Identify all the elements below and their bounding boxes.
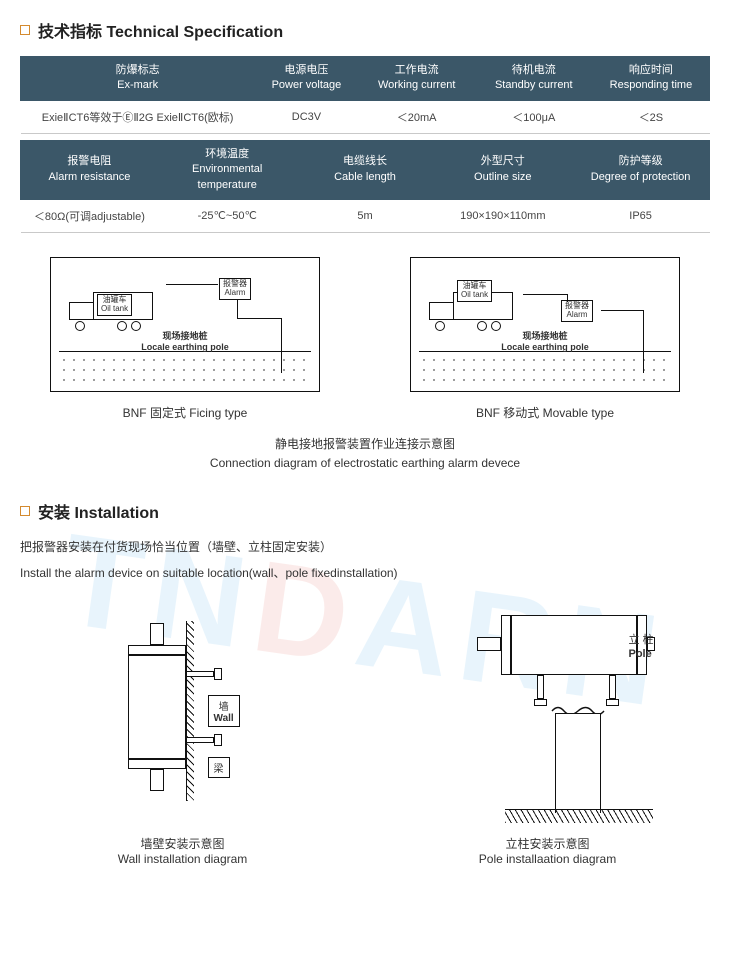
- t1h1cn: 电源电压: [284, 64, 328, 76]
- diagram-movable-type: 油罐车Oil tank 报警器Alarm 现场接地桩Locale earthin: [410, 257, 680, 421]
- wall-install-diagram: 墙 Wall 梁 墙壁安装示意图 Wall installation diagr…: [53, 603, 313, 866]
- t1c1: DC3V: [255, 100, 358, 133]
- t1h3cn: 待机电流: [512, 64, 556, 76]
- table-row: ExieⅡCT6等效于ⒺⅡ2G ExieⅡCT6(欧标) DC3V ＜20mA …: [21, 100, 710, 133]
- earthing-pole-label: 现场接地桩Locale earthing pole: [501, 329, 589, 352]
- t2c0: ＜80Ω(可调adjustable): [21, 199, 159, 232]
- t1h4en: Responding time: [610, 79, 693, 91]
- device-cap-icon: [128, 759, 186, 769]
- t2h0cn: 报警电阻: [67, 155, 111, 167]
- install-text-cn: 把报警器安装在付货现场恰当位置（墙壁、立柱固定安装）: [20, 537, 710, 559]
- device-nozzle-icon: [150, 623, 164, 645]
- pole-install-diagram: 立 柱 Pole 立柱安装示意图 Pole installaation diag…: [418, 603, 678, 866]
- t2c1: -25℃~50℃: [158, 199, 296, 232]
- t1c3: ＜100μA: [475, 100, 592, 133]
- t1h3en: Standby current: [495, 79, 573, 91]
- section-installation-title: 安装 Installation: [38, 499, 159, 523]
- alarm-en: Alarm: [567, 310, 588, 319]
- bullet-icon: [20, 506, 30, 516]
- oiltank-cn: 油罐车: [103, 295, 127, 304]
- t2h3cn: 外型尺寸: [481, 155, 525, 167]
- device-nozzle-icon: [150, 769, 164, 791]
- t2h4en: Degree of protection: [591, 171, 691, 183]
- t1c4: ＜2S: [592, 100, 709, 133]
- oiltank-en: Oil tank: [461, 290, 488, 299]
- device-body-icon: [128, 655, 186, 759]
- diagram-caption: BNF 固定式 Ficing type: [50, 404, 320, 421]
- t1h2cn: 工作电流: [395, 64, 439, 76]
- pole-caption: 立柱安装示意图 Pole installaation diagram: [418, 835, 678, 866]
- pole-column-icon: [555, 713, 601, 813]
- spec-table-2: 报警电阻 Alarm resistance 环境温度 Environmental t…: [20, 140, 710, 233]
- t2h1en: Environmental temperature: [192, 163, 262, 190]
- t1c2: ＜20mA: [358, 100, 475, 133]
- connection-diagrams-row: 油罐车Oil tank 报警器Alarm 现场接地桩Locale earthin: [20, 257, 710, 421]
- diagram-caption: BNF 移动式 Movable type: [410, 404, 680, 421]
- t2h2en: Cable length: [334, 171, 396, 183]
- alarm-cn: 报警器: [565, 301, 589, 310]
- oiltank-cn: 油罐车: [463, 281, 487, 290]
- wall-hatch-icon: [186, 621, 194, 801]
- device-cap-icon: [128, 645, 186, 655]
- t1h0en: Ex-mark: [117, 79, 158, 91]
- alarm-en: Alarm: [225, 288, 246, 297]
- t2h2cn: 电缆线长: [343, 155, 387, 167]
- t1h0cn: 防爆标志: [116, 64, 160, 76]
- t2h3en: Outline size: [474, 171, 531, 183]
- section-tech-spec-header: 技术指标 Technical Specification: [20, 18, 710, 42]
- t2c4: IP65: [572, 199, 710, 232]
- bullet-icon: [20, 25, 30, 35]
- wall-label: 墙 Wall: [208, 695, 240, 727]
- diagram-fixed-type: 油罐车Oil tank 报警器Alarm 现场接地桩Locale earthin: [50, 257, 320, 421]
- t2h4cn: 防护等级: [619, 155, 663, 167]
- spec-table-1: 防爆标志 Ex-mark 电源电压 Power voltage 工作电流 Workin…: [20, 56, 710, 134]
- device-body-icon: [511, 615, 637, 675]
- connection-diagram-caption: 静电接地报警装置作业连接示意图 Connection diagram of el…: [20, 435, 710, 473]
- wall-caption: 墙壁安装示意图 Wall installation diagram: [53, 835, 313, 866]
- device-nozzle-icon: [477, 637, 501, 651]
- alarm-cn: 报警器: [223, 279, 247, 288]
- beam-label: 梁: [208, 757, 230, 778]
- t2h1cn: 环境温度: [205, 148, 249, 160]
- pole-label: 立 柱 Pole: [629, 633, 654, 662]
- t2c2: 5m: [296, 199, 434, 232]
- t1h4cn: 响应时间: [629, 64, 673, 76]
- ground-hatch-icon: [505, 809, 653, 823]
- t1h1en: Power voltage: [272, 79, 342, 91]
- earthing-pole-label: 现场接地桩Locale earthing pole: [141, 329, 229, 352]
- t2h0en: Alarm resistance: [48, 171, 130, 183]
- t2c3: 190×190×110mm: [434, 199, 572, 232]
- alarm-box: 报警器Alarm: [219, 278, 251, 300]
- oiltank-en: Oil tank: [101, 304, 128, 313]
- installation-diagrams-row: 墙 Wall 梁 墙壁安装示意图 Wall installation diagr…: [20, 603, 710, 866]
- device-cap-icon: [501, 615, 511, 675]
- install-text-en: Install the alarm device on suitable loc…: [20, 563, 710, 585]
- t1c0: ExieⅡCT6等效于ⒺⅡ2G ExieⅡCT6(欧标): [21, 100, 255, 133]
- alarm-box: 报警器Alarm: [561, 300, 593, 322]
- t1h2en: Working current: [378, 79, 455, 91]
- oil-truck-icon: 油罐车Oil tank: [69, 284, 164, 329]
- table-row: ＜80Ω(可调adjustable) -25℃~50℃ 5m 190×190×1…: [21, 199, 710, 232]
- oil-truck-icon: 油罐车Oil tank: [429, 284, 524, 329]
- section-installation-header: 安装 Installation: [20, 499, 710, 523]
- section-tech-spec-title: 技术指标 Technical Specification: [38, 18, 283, 42]
